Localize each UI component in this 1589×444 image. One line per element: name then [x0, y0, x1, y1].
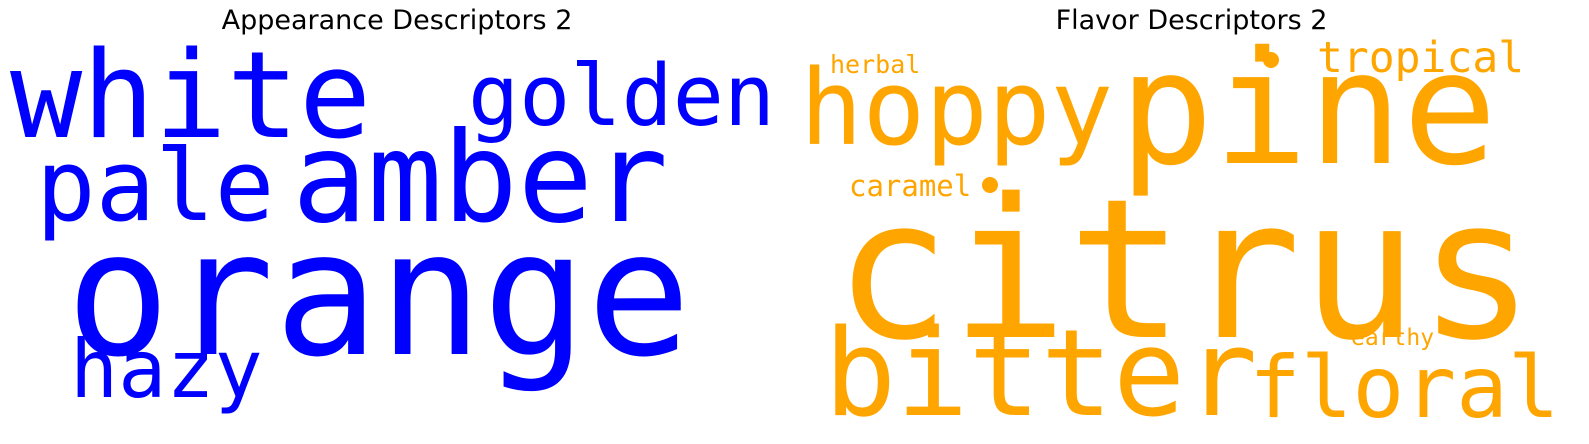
- word-caramel: caramel: [849, 169, 972, 203]
- dot-mark: [982, 177, 998, 193]
- word-white: white: [10, 27, 372, 166]
- dot-mark: [1263, 52, 1279, 68]
- word-herbal: herbal: [830, 50, 921, 79]
- flavor-wordcloud-panel: Flavor Descriptors 2 herbal tropical hop…: [794, 0, 1589, 439]
- appearance-wordcloud-panel: Appearance Descriptors 2 white golden pa…: [0, 0, 794, 439]
- word-golden: golden: [468, 47, 776, 146]
- word-earthy: earthy: [1351, 325, 1435, 351]
- word-orange: orange: [66, 193, 691, 395]
- word-hoppy: hoppy: [800, 47, 1114, 169]
- word-floral: floral: [1249, 338, 1560, 438]
- word-pine: pine: [1119, 18, 1498, 201]
- word-amber: amber: [292, 106, 669, 251]
- word-bitter: bitter: [824, 305, 1258, 444]
- panel-title: Flavor Descriptors 2: [1055, 5, 1328, 36]
- word-hazy: hazy: [70, 323, 263, 416]
- word-citrus: citrus: [834, 157, 1535, 383]
- word-tropical: tropical: [1317, 33, 1525, 83]
- word-pale: pale: [36, 129, 275, 244]
- panel-title: Appearance Descriptors 2: [221, 5, 573, 36]
